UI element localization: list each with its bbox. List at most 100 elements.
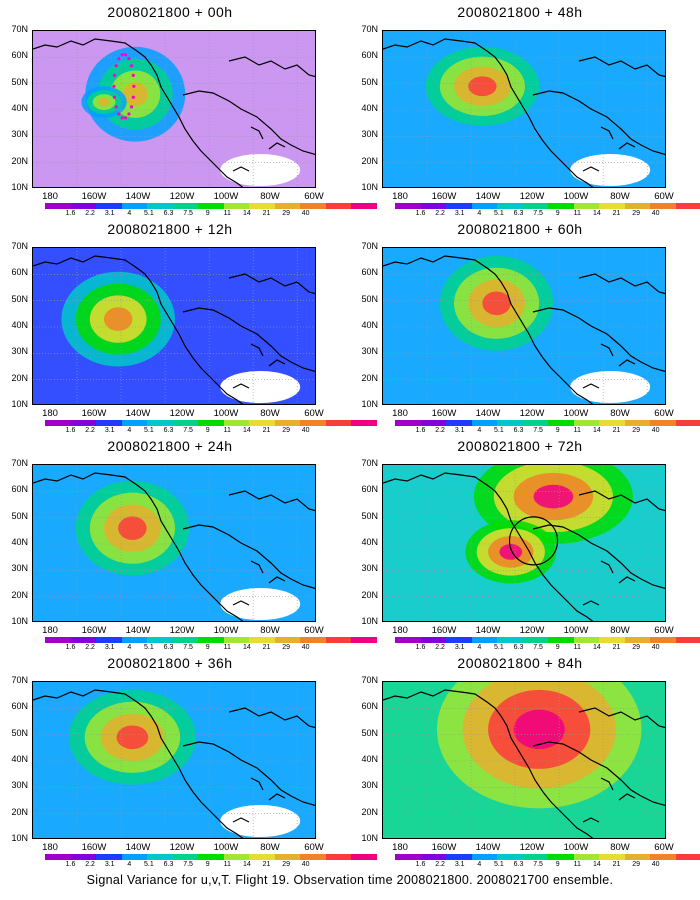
x-tick-label: 100W bbox=[213, 625, 239, 636]
colorbar-label: 29 bbox=[632, 427, 640, 434]
coastline bbox=[232, 126, 286, 172]
coastline bbox=[182, 741, 315, 807]
colorbar-segment bbox=[70, 420, 96, 426]
colorbar-segment bbox=[351, 420, 377, 426]
y-tick-label: 10N bbox=[361, 616, 378, 626]
y-tick-label: 70N bbox=[11, 675, 28, 685]
x-tick-label: 140W bbox=[125, 191, 151, 202]
variance-contour bbox=[468, 76, 497, 97]
colorbar-segment bbox=[121, 420, 147, 426]
x-tick-label: 160W bbox=[431, 191, 457, 202]
y-tick-label: 40N bbox=[361, 754, 378, 764]
y-tick-label: 30N bbox=[361, 346, 378, 357]
colorbar-segment bbox=[675, 203, 700, 209]
flight-track-dot bbox=[117, 56, 121, 61]
variance-map bbox=[32, 30, 316, 188]
colorbar-segment bbox=[420, 637, 446, 643]
x-tick-label: 120W bbox=[169, 625, 195, 636]
y-tick-label: 30N bbox=[11, 346, 28, 357]
colorbar-label: 6.3 bbox=[163, 861, 174, 868]
map-panel-p12: 2008021800 + 12h 70N 60N 50N 40N 30N 20N 10N 180… bbox=[0, 217, 377, 437]
colorbar-label: 3.1 bbox=[454, 427, 465, 434]
x-tick-label: 80W bbox=[260, 408, 280, 419]
flight-track-dot bbox=[129, 105, 134, 109]
colorbar-segment bbox=[351, 854, 377, 860]
colorbar-label: 21 bbox=[262, 427, 271, 434]
coastline bbox=[228, 707, 315, 729]
x-tick-label: 180 bbox=[392, 408, 408, 419]
verification-circle bbox=[508, 516, 559, 566]
coastline bbox=[383, 38, 594, 187]
colorbar-label: 7.5 bbox=[183, 427, 193, 434]
colorbar-label: 3.1 bbox=[104, 210, 115, 217]
variance-contour bbox=[482, 291, 511, 316]
x-tick-label: 60W bbox=[654, 842, 674, 853]
y-tick-label: 70N bbox=[11, 24, 28, 34]
colorbar-segment bbox=[446, 203, 472, 209]
x-tick-label: 80W bbox=[260, 625, 280, 636]
y-tick-label: 50N bbox=[11, 727, 28, 738]
x-tick-label: 120W bbox=[519, 625, 545, 636]
coastline bbox=[532, 307, 665, 373]
colorbar-label: 1.6 bbox=[415, 644, 426, 651]
colorbar-segment bbox=[675, 420, 700, 426]
colorbar-label: 6.3 bbox=[513, 427, 524, 434]
colorbar-segment bbox=[395, 637, 421, 643]
flight-track-dot bbox=[132, 84, 136, 88]
variance-map bbox=[32, 464, 316, 622]
x-tick-label: 160W bbox=[81, 191, 107, 202]
flight-track-dot bbox=[114, 64, 118, 68]
colorbar-segment bbox=[573, 203, 599, 209]
variance-map bbox=[382, 681, 666, 839]
colorbar-label: 21 bbox=[262, 644, 271, 651]
y-tick-label: 60N bbox=[11, 484, 28, 495]
y-tick-label: 60N bbox=[361, 267, 378, 278]
colorbar-segment bbox=[223, 420, 249, 426]
panel-title: 2008021800 + 12h bbox=[107, 221, 233, 237]
y-tick-label: 40N bbox=[11, 754, 28, 764]
coastline bbox=[582, 560, 636, 606]
x-tick-label: 100W bbox=[563, 625, 589, 636]
x-tick-label: 160W bbox=[431, 408, 457, 419]
coastline bbox=[33, 689, 244, 838]
y-tick-label: 40N bbox=[11, 103, 28, 113]
colorbar-segment bbox=[223, 854, 249, 860]
coastline bbox=[383, 472, 594, 621]
colorbar-label: 5.1 bbox=[144, 644, 154, 651]
colorbar-label: 21 bbox=[612, 210, 621, 217]
coastline bbox=[578, 707, 665, 729]
colorbar-segment bbox=[249, 637, 275, 643]
colorbar-label: 2.2 bbox=[85, 861, 95, 868]
panel-title: 2008021800 + 60h bbox=[457, 221, 583, 237]
x-tick-label: 160W bbox=[81, 842, 107, 853]
colorbar-segment bbox=[172, 420, 198, 426]
colorbar-segment bbox=[96, 637, 122, 643]
x-tick-label: 160W bbox=[81, 408, 107, 419]
colorbar-segment bbox=[624, 637, 650, 643]
colorbar-segment bbox=[198, 854, 224, 860]
x-tick-label: 120W bbox=[169, 191, 195, 202]
colorbar-segment bbox=[300, 854, 326, 860]
colorbar-label: 11 bbox=[223, 644, 231, 651]
colorbar-segment bbox=[172, 637, 198, 643]
x-tick-label: 120W bbox=[519, 842, 545, 853]
colorbar-label: 40 bbox=[301, 210, 310, 217]
colorbar-label: 5.1 bbox=[494, 644, 504, 651]
y-tick-label: 20N bbox=[361, 372, 378, 383]
colorbar-segment bbox=[274, 854, 300, 860]
colorbar-segment bbox=[395, 203, 421, 209]
flight-track-dot bbox=[112, 95, 117, 99]
flight-track-dot bbox=[127, 56, 131, 61]
coastline bbox=[232, 343, 286, 389]
y-tick-label: 20N bbox=[361, 155, 378, 166]
y-tick-label: 60N bbox=[11, 267, 28, 278]
map-panel-p36: 2008021800 + 36h 70N 60N 50N 40N 30N 20N 10N 180… bbox=[0, 651, 377, 871]
colorbar-segment bbox=[573, 637, 599, 643]
colorbar-segment bbox=[675, 637, 700, 643]
colorbar-label: 29 bbox=[282, 861, 290, 868]
y-tick-label: 70N bbox=[361, 458, 378, 468]
panel-title: 2008021800 + 84h bbox=[457, 655, 583, 671]
y-tick-label: 60N bbox=[361, 701, 378, 712]
x-tick-label: 80W bbox=[610, 625, 630, 636]
x-tick-label: 60W bbox=[304, 625, 324, 636]
